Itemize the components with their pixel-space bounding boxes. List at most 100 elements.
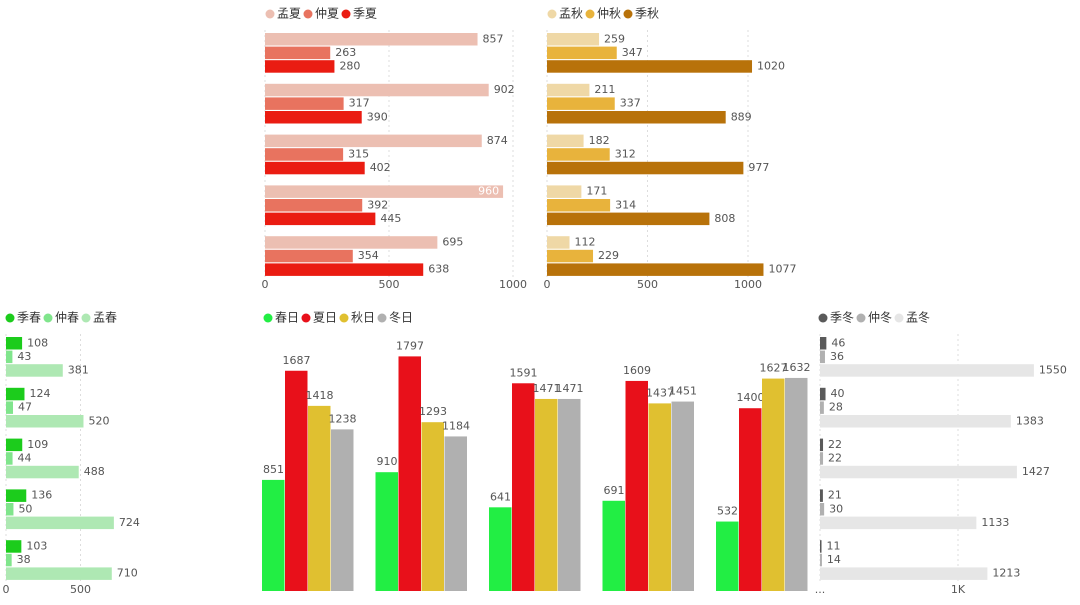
bar [820, 387, 826, 401]
data-label: 28 [829, 401, 843, 414]
data-label: 695 [442, 235, 463, 248]
data-label: 532 [717, 505, 738, 518]
x-tick-label: 500 [637, 278, 658, 291]
data-label: 280 [339, 59, 360, 72]
data-label: 1020 [757, 59, 785, 72]
data-label: 314 [615, 198, 636, 211]
legend-swatch [377, 313, 387, 323]
data-label: 1550 [1039, 363, 1067, 376]
bar [820, 567, 988, 580]
data-label: 857 [483, 32, 504, 45]
bar [265, 46, 331, 60]
x-tick-label: 0 [544, 278, 551, 291]
bar [265, 97, 344, 110]
bar [6, 337, 23, 350]
data-label: 109 [27, 438, 48, 451]
bar [820, 364, 1034, 377]
bar [547, 236, 570, 249]
bar [547, 148, 610, 161]
bar [398, 356, 421, 591]
data-label: 317 [349, 97, 370, 110]
bar [6, 438, 23, 452]
bar [265, 134, 482, 148]
bar [547, 249, 594, 263]
legend-swatch [43, 313, 53, 323]
data-label: 1437 [646, 386, 674, 399]
bar [547, 263, 764, 276]
x-tick-label: 500 [379, 278, 400, 291]
data-label: 40 [831, 387, 845, 400]
bar [547, 46, 617, 60]
data-label: 977 [748, 161, 769, 174]
bar [602, 500, 625, 591]
bar [6, 415, 84, 428]
data-label: 124 [29, 387, 50, 400]
data-label: 381 [68, 363, 89, 376]
bar [547, 33, 600, 46]
data-label: 347 [622, 46, 643, 59]
bar [265, 212, 376, 226]
data-label: 1451 [669, 385, 697, 398]
bar [6, 401, 14, 414]
bar [547, 83, 590, 97]
x-tick-label: 1K [951, 583, 966, 596]
data-label: 1471 [556, 382, 584, 395]
data-label: 710 [117, 567, 138, 580]
data-label: 641 [490, 490, 511, 503]
data-label: 47 [18, 401, 32, 414]
data-label: 46 [831, 336, 845, 349]
data-label: 1591 [510, 366, 538, 379]
data-label: 1238 [329, 412, 357, 425]
bar [6, 553, 12, 567]
bar [547, 212, 710, 226]
legend-label: 季秋 [635, 7, 659, 21]
data-label: 1471 [533, 382, 561, 395]
data-label: 1627 [760, 362, 788, 375]
bar [265, 148, 344, 161]
bar [285, 370, 308, 591]
bar [547, 161, 744, 175]
legend-label: 仲春 [55, 311, 79, 325]
bar [820, 540, 822, 553]
legend-swatch [301, 313, 311, 323]
bar [6, 387, 25, 401]
bar [265, 199, 363, 212]
bar [547, 97, 615, 110]
bar [716, 521, 739, 591]
legend-swatch [818, 313, 828, 323]
bar [6, 540, 22, 553]
x-tick-label: 0 [262, 278, 269, 291]
data-label: 1797 [396, 339, 424, 352]
bar [547, 185, 582, 198]
data-label: 112 [575, 235, 596, 248]
bar [6, 350, 13, 364]
bar [6, 567, 112, 580]
data-label: 30 [829, 502, 843, 515]
data-label: 1383 [1016, 414, 1044, 427]
bar [512, 383, 535, 591]
data-label: 21 [828, 489, 842, 502]
data-label: 1133 [981, 516, 1009, 529]
bar [820, 503, 825, 516]
data-label: 724 [119, 516, 140, 529]
bar [739, 408, 762, 591]
bar [6, 503, 14, 516]
data-label: 50 [18, 502, 32, 515]
bar [489, 507, 512, 591]
data-label: 691 [604, 484, 625, 497]
data-label: 43 [17, 350, 31, 363]
data-label: 263 [335, 46, 356, 59]
legend-swatch [5, 313, 15, 323]
bar [547, 111, 726, 124]
legend-label: 孟秋 [559, 7, 583, 21]
legend-label: 夏日 [313, 311, 337, 325]
x-tick-label: 1000 [499, 278, 527, 291]
data-label: 259 [604, 32, 625, 45]
data-label: 390 [367, 110, 388, 123]
data-label: 14 [827, 553, 841, 566]
bar [421, 422, 444, 591]
bar [820, 516, 977, 530]
bar [6, 452, 13, 465]
data-label: 36 [830, 350, 844, 363]
data-label: 488 [84, 465, 105, 478]
